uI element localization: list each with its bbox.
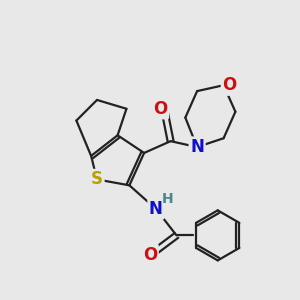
Text: O: O (143, 245, 157, 263)
Text: N: N (149, 200, 163, 218)
Text: N: N (190, 138, 204, 156)
Text: O: O (153, 100, 167, 118)
Text: O: O (222, 76, 237, 94)
Text: S: S (91, 170, 103, 188)
Text: H: H (162, 192, 173, 206)
